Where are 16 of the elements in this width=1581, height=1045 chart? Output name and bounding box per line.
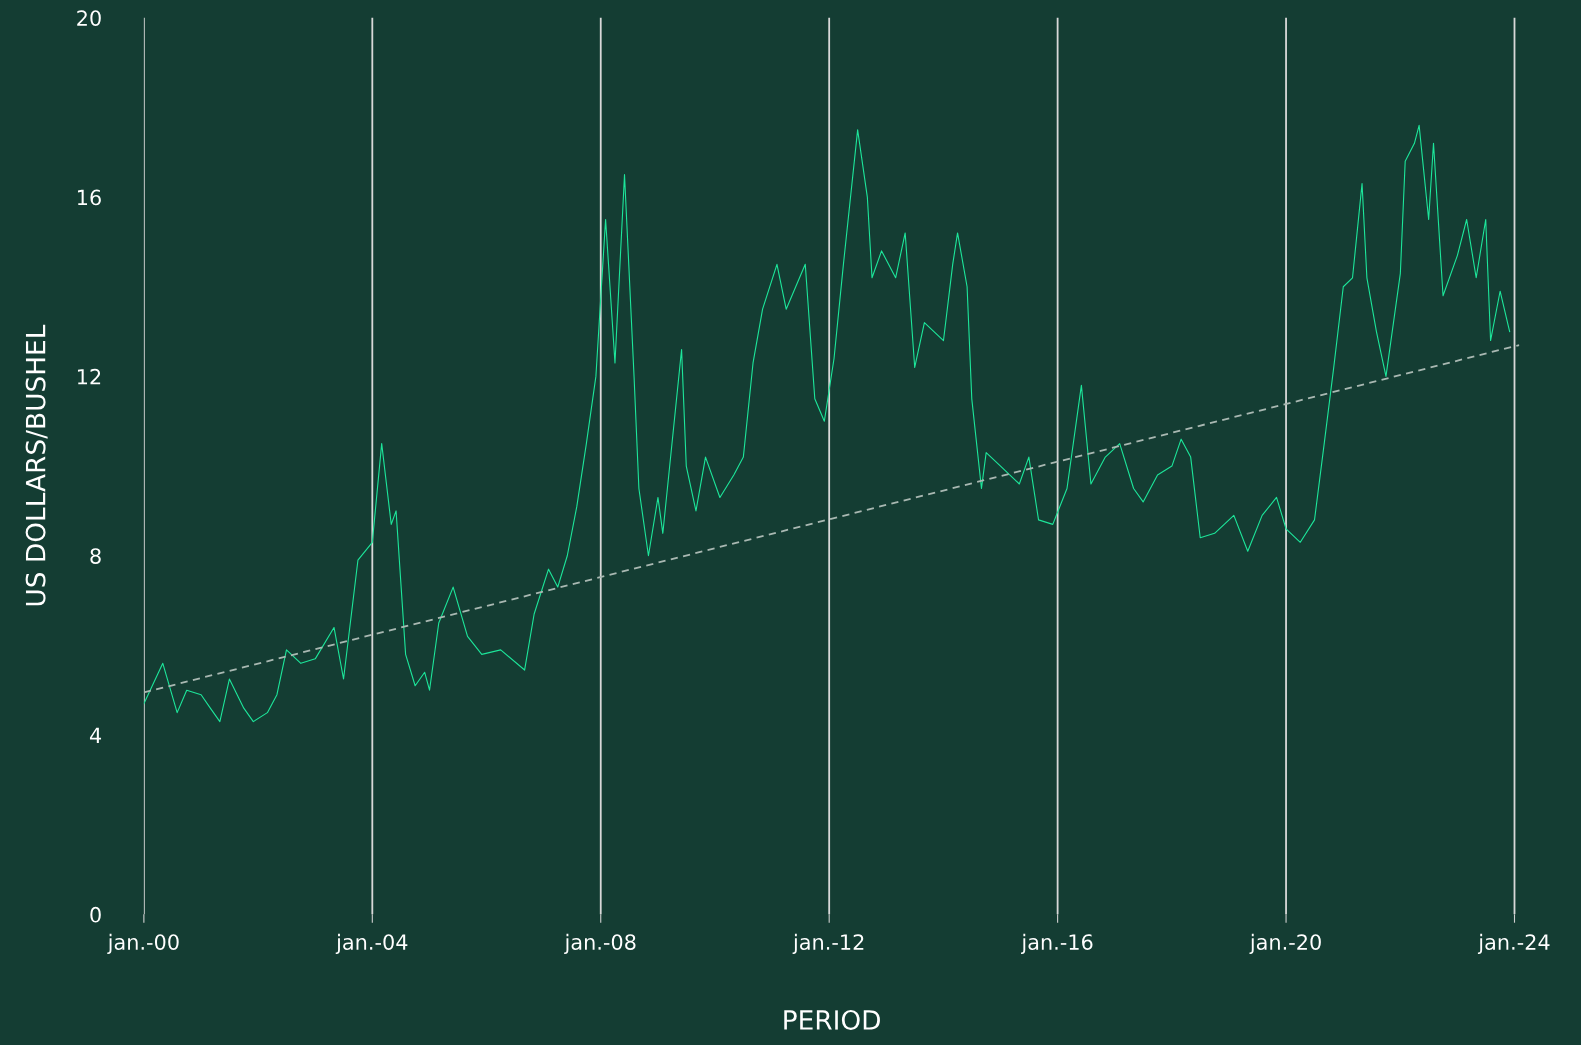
x-tick-label: jan.-00 (107, 933, 179, 954)
line-series (143, 124, 1511, 723)
x-tick-label: jan.-04 (335, 933, 408, 954)
y-tick-label: 8 (90, 548, 101, 564)
x-tick-label: jan.-20 (1249, 933, 1321, 954)
y-tick-label: 4 (89, 727, 102, 743)
y-tick-label: 12 (77, 368, 101, 385)
y-tick-label: 0 (90, 906, 101, 923)
x-axis-title: PERIOD (784, 1010, 880, 1030)
y-tick-label: 16 (77, 189, 101, 206)
x-tick-label: jan.-16 (1021, 933, 1093, 954)
y-axis-title: US DOLLARS/BUSHEL (25, 324, 48, 606)
x-tick-label: jan.-08 (564, 933, 636, 954)
x-tick-label: jan.-12 (792, 933, 864, 954)
y-tick-label: 20 (77, 10, 101, 26)
x-tick-label: jan.-24 (1477, 933, 1550, 954)
